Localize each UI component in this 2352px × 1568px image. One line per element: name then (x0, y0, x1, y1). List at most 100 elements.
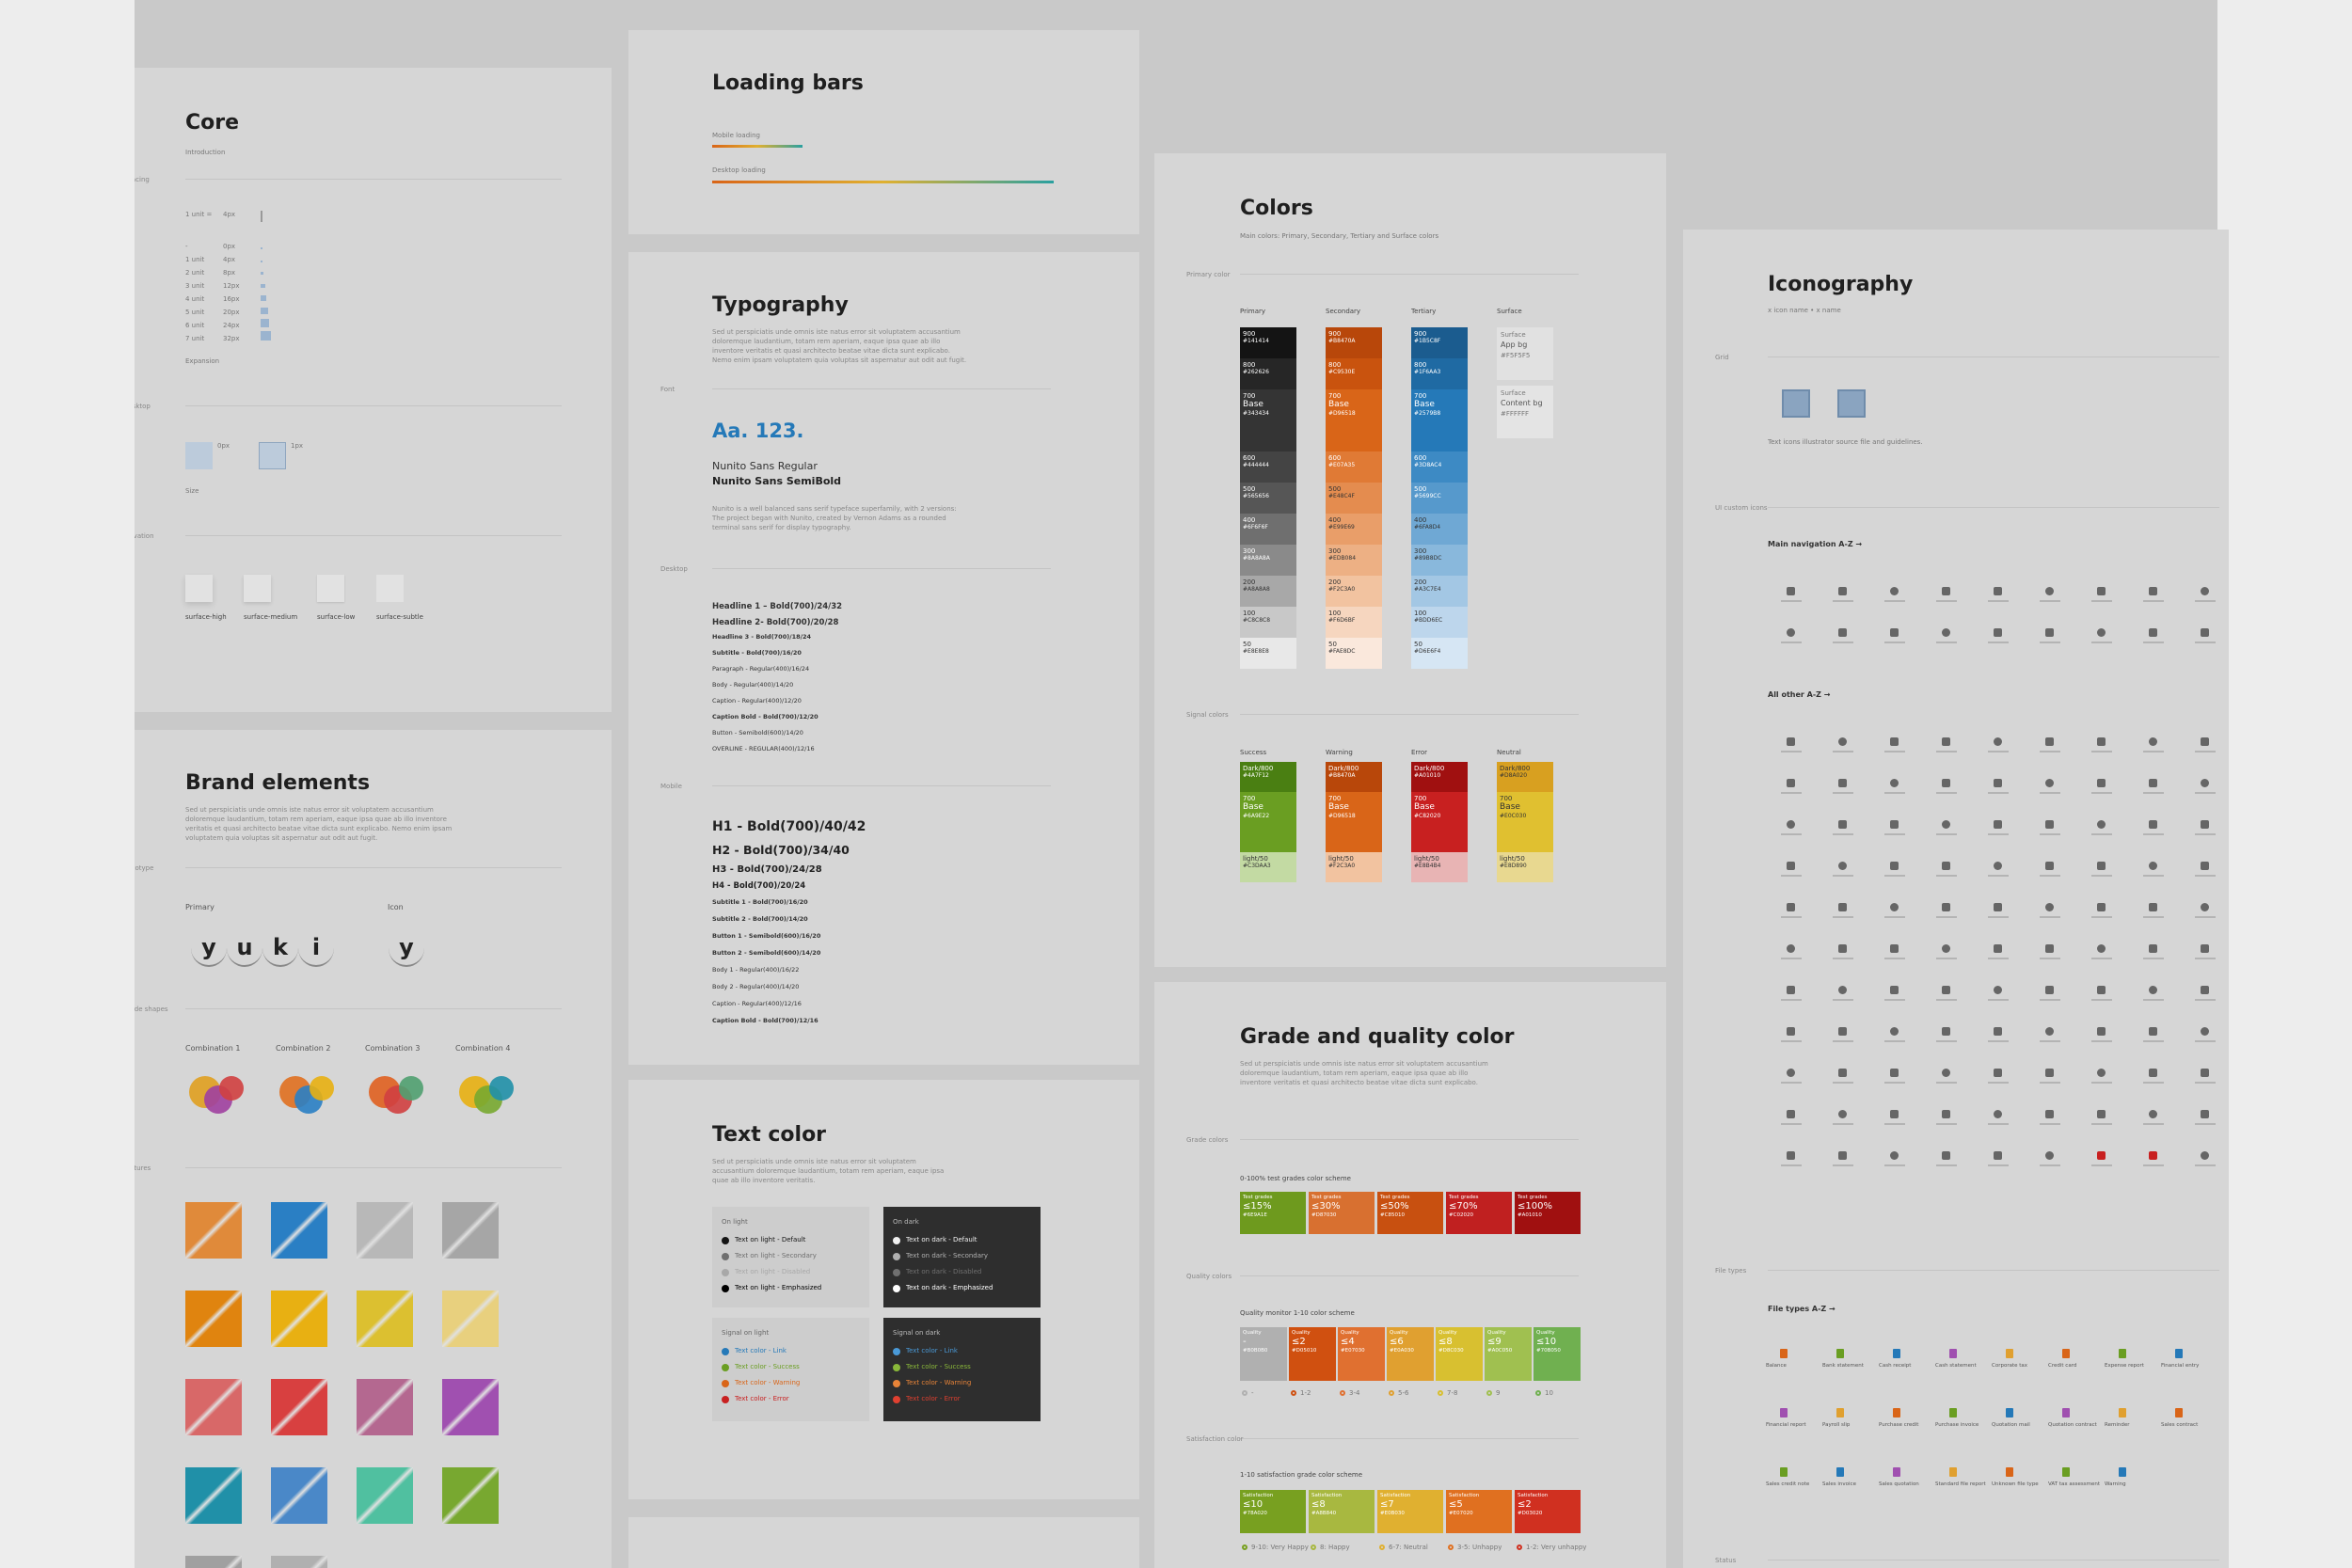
text: #EDB084 (1328, 555, 1357, 562)
texture-tile (185, 1291, 242, 1347)
text: Text on dark - Secondary (906, 1252, 989, 1259)
iconography-panel: Iconography x icon name • x name Grid UI cu… (1683, 230, 2229, 1568)
text: Desktop loading (712, 166, 766, 174)
icon-caption (2040, 751, 2060, 752)
grade-swatch: Quality - #B0B0B0 (1240, 1327, 1287, 1381)
text: 900 (1243, 330, 1256, 338)
text: #E07A35 (1328, 462, 1356, 469)
text: Caption Bold - Bold(700)/12/20 (712, 713, 818, 721)
icon-caption (1781, 1082, 1802, 1084)
text: #5699CC (1414, 493, 1441, 500)
text: OVERLINE - REGULAR(400)/12/16 (712, 745, 815, 752)
text: Sales credit note (1766, 1481, 1810, 1487)
text: 2 unit (185, 269, 205, 277)
text: Sed ut perspiciatis unde omnis iste natu… (712, 1158, 945, 1185)
texture-tile (185, 1202, 242, 1259)
text: surface-low (317, 613, 356, 621)
text: 7-8 (1447, 1389, 1458, 1397)
text: Quality monitor 1-10 color scheme (1240, 1309, 1355, 1317)
grade-panel: Grade and quality color Sed ut perspiciat… (1154, 982, 1666, 1568)
text: Caption - Regular(400)/12/16 (712, 1000, 802, 1007)
file-icon (2006, 1349, 2013, 1358)
text: Text icons illustrator source file and g… (1768, 438, 1923, 446)
icon (2045, 779, 2054, 787)
color-swatch: 900 #B8470A (1326, 327, 1382, 358)
text: #F5F5F5 (1501, 352, 1531, 359)
text: 1px (291, 442, 304, 450)
text: Mobile loading (712, 132, 760, 139)
icon-caption (2091, 875, 2112, 877)
text: ≤9 (1487, 1336, 1502, 1347)
text: 800 (1328, 361, 1342, 369)
icon (2149, 1027, 2157, 1036)
text: Body 2 - Regular(400)/14/20 (712, 983, 800, 990)
text: Nunito Sans SemiBold (712, 475, 842, 487)
text: 1 unit = (185, 211, 213, 218)
icon (2149, 986, 2157, 994)
icon (1942, 628, 1950, 637)
color-swatch: 50 #D6E6F4 (1411, 638, 1468, 669)
icon-caption (1781, 999, 1802, 1001)
text: Subtitle 2 - Bold(700)/14/20 (712, 915, 808, 923)
icon-caption (1781, 1123, 1802, 1125)
icon-caption (2143, 751, 2164, 752)
icon (2097, 1069, 2106, 1077)
guide-shape (399, 1076, 423, 1101)
text: Text on light - Secondary (735, 1252, 817, 1259)
color-swatch: 50 #FAE8DC (1326, 638, 1382, 669)
text: ≤100% (1518, 1200, 1552, 1212)
text: 12px (223, 282, 240, 290)
icon-caption (1884, 958, 1905, 959)
color-dot (893, 1380, 900, 1387)
icon (2149, 1069, 2157, 1077)
icon (1942, 1069, 1950, 1077)
file-icon (2119, 1349, 2126, 1358)
text: Tertiary (1411, 308, 1437, 315)
text: Grid (1715, 354, 1729, 361)
divider (1240, 1275, 1579, 1276)
color-swatch: 500 #E48C4F (1326, 483, 1382, 514)
icon (1994, 862, 2002, 870)
text: Satisfaction (1518, 1493, 1549, 1498)
surface-swatch (1497, 327, 1553, 380)
icon (1787, 1069, 1795, 1077)
grade-swatch: Test grades ≤50% #C85010 (1377, 1192, 1443, 1234)
text: Secondary (1326, 308, 1361, 315)
text: #E8D890 (1500, 863, 1527, 870)
icon-caption (2091, 999, 2112, 1001)
text: Warning (1326, 749, 1353, 756)
text: Success (1240, 749, 1267, 756)
text: light/50 (1328, 855, 1354, 863)
text: Font (660, 386, 675, 393)
color-swatch: 200 #F2C3A0 (1326, 576, 1382, 607)
text: Quality (1292, 1330, 1311, 1336)
legend-dot (1486, 1390, 1492, 1396)
text: #C9530E (1328, 369, 1356, 376)
text: Text color - Warning (906, 1379, 972, 1386)
text: Text color - Error (735, 1395, 789, 1402)
icon-caption (1988, 641, 2009, 643)
icon (1942, 779, 1950, 787)
legend-dot (1242, 1390, 1248, 1396)
spacing-sample (261, 283, 265, 288)
icon (2201, 1069, 2209, 1077)
icon (2097, 1027, 2106, 1036)
icon (2201, 779, 2209, 787)
icon-caption (1884, 1082, 1905, 1084)
color-swatch: 700 Base #E0C030 (1497, 792, 1553, 852)
color-swatch: 600 #3D8AC4 (1411, 451, 1468, 483)
text: Nunito Sans Regular (712, 460, 818, 472)
icon-caption (2040, 641, 2060, 643)
icon (2201, 903, 2209, 911)
icon-caption (2195, 792, 2216, 794)
logo-letter: y (191, 929, 227, 967)
icon (1838, 903, 1847, 911)
text: Text on dark - Disabled (906, 1268, 982, 1275)
text: Standard file report (1935, 1481, 1986, 1487)
color-dot (893, 1396, 900, 1403)
grade-swatch: Quality ≤8 #D8C030 (1436, 1327, 1483, 1381)
icon-caption (2040, 1123, 2060, 1125)
colors-panel: Colors Main colors: Primary, Secondary, T… (1154, 153, 1666, 967)
icon-caption (2091, 751, 2112, 752)
text: #D96518 (1328, 813, 1356, 820)
